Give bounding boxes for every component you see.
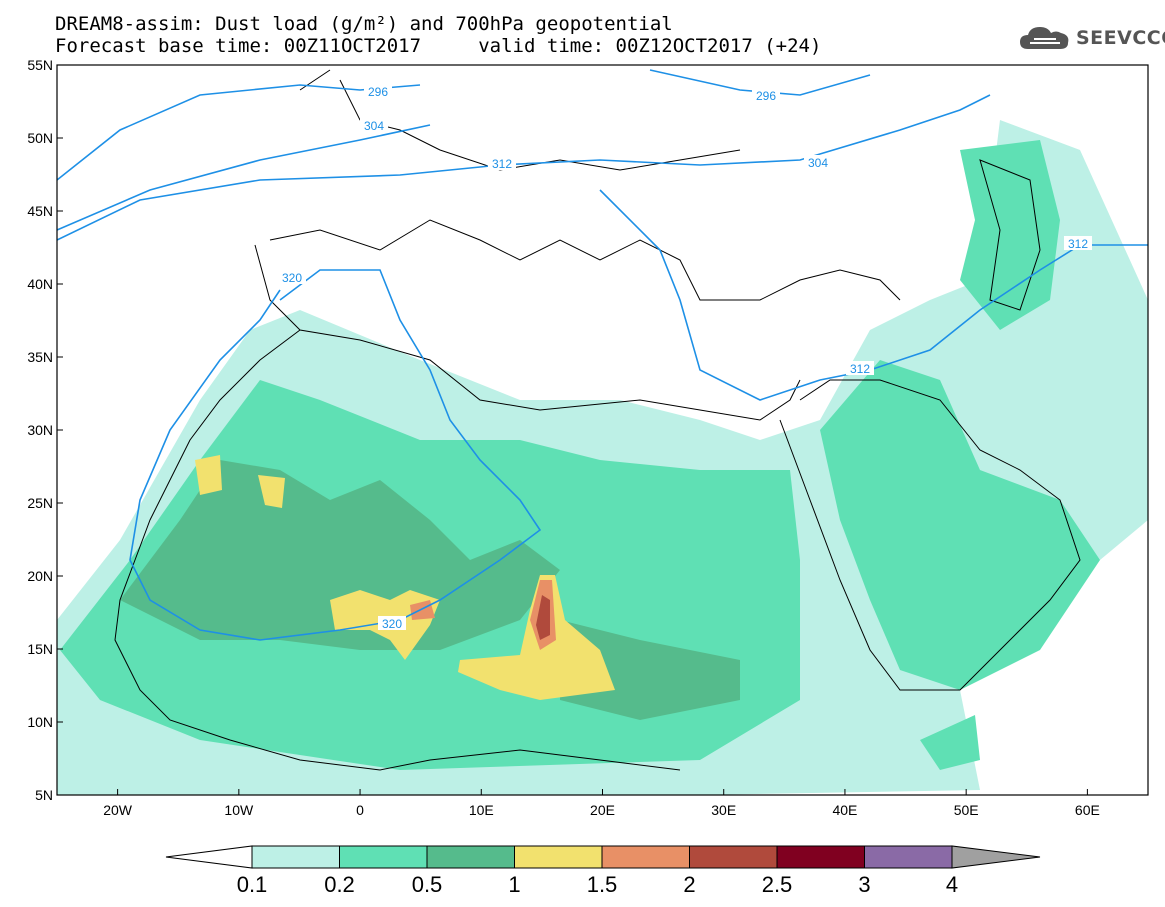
colorbar-swatch (339, 845, 428, 869)
lat-label: 55N (27, 57, 53, 73)
colorbar-label: 3 (858, 872, 870, 897)
lat-label: 25N (27, 495, 53, 511)
svg-text:304: 304 (364, 119, 384, 133)
colorbar-swatch (251, 845, 340, 869)
svg-text:320: 320 (382, 617, 402, 631)
lat-label: 50N (27, 130, 53, 146)
colorbar: 0.1 0.2 0.5 1 1.5 2 2.5 3 4 (165, 845, 1041, 897)
colorbar-right-arrow (951, 845, 1041, 869)
svg-text:296: 296 (368, 85, 388, 99)
contour-label: 304 (360, 118, 388, 133)
dust-band-0-2-caspian (960, 140, 1060, 330)
lon-label: 50E (954, 802, 979, 818)
dust-band-1-west (195, 455, 222, 495)
colorbar-label: 2.5 (762, 872, 793, 897)
contour-label: 320 (278, 270, 306, 285)
dust-band-0-5-east (560, 620, 740, 720)
svg-text:320: 320 (282, 271, 302, 285)
lat-label: 35N (27, 349, 53, 365)
colorbar-swatch (864, 845, 953, 869)
lat-label: 5N (35, 787, 53, 803)
longitude-axis: 20W 10W 0 10E 20E 30E 40E 50E 60E (103, 789, 1100, 818)
colorbar-label: 0.1 (237, 872, 268, 897)
lon-label: 60E (1075, 802, 1100, 818)
lat-label: 40N (27, 276, 53, 292)
colorbar-label: 2 (683, 872, 695, 897)
colorbar-swatch (601, 845, 690, 869)
contour-label: 304 (804, 155, 832, 170)
forecast-time-line: Forecast base time: 00Z11OCT2017 valid t… (55, 35, 822, 57)
dust-band-1-west2 (258, 475, 285, 508)
lat-label: 30N (27, 422, 53, 438)
colorbar-label: 1 (508, 872, 520, 897)
cloud-icon (1020, 27, 1069, 49)
lat-label: 10N (27, 714, 53, 730)
contour-label: 312 (488, 156, 516, 171)
contour-label: 296 (752, 88, 780, 103)
dust-load-field (57, 120, 1148, 795)
dust-band-0-5 (120, 460, 560, 650)
lon-label: 40E (832, 802, 857, 818)
colorbar-label: 0.5 (412, 872, 443, 897)
lon-label: 10W (224, 802, 254, 818)
contour-label: 312 (1064, 236, 1092, 251)
lat-label: 20N (27, 568, 53, 584)
svg-text:296: 296 (756, 89, 776, 103)
contour-label: 296 (364, 84, 392, 99)
contour-labels: 296 304 312 320 296 304 312 312 320 (278, 84, 1092, 631)
colorbar-swatch (689, 845, 778, 869)
colorbar-left-arrow (165, 845, 253, 869)
svg-text:312: 312 (492, 157, 512, 171)
lon-label: 10E (469, 802, 494, 818)
logo-text: SEEVCCC (1076, 27, 1165, 49)
dust-band-0-2-arabia (820, 360, 1100, 690)
svg-text:304: 304 (808, 156, 828, 170)
dust-band-2 (536, 595, 550, 640)
colorbar-swatch (776, 845, 865, 869)
colorbar-label: 4 (946, 872, 958, 897)
colorbar-swatch (514, 845, 603, 869)
lat-label: 45N (27, 203, 53, 219)
svg-text:312: 312 (1068, 237, 1088, 251)
lon-label: 20W (103, 802, 133, 818)
svg-text:312: 312 (850, 362, 870, 376)
contour-label: 312 (846, 361, 874, 376)
latitude-axis: 55N 50N 45N 40N 35N 30N 25N 20N 15N 10N 5N (27, 57, 63, 803)
lat-label: 15N (27, 641, 53, 657)
coastlines (114, 69, 1081, 771)
contour-label: 320 (378, 616, 406, 631)
lon-label: 20E (590, 802, 615, 818)
colorbar-label: 1.5 (587, 872, 618, 897)
colorbar-label: 0.2 (324, 872, 355, 897)
colorbar-swatch (426, 845, 515, 869)
dust-band-0-2-horn (920, 715, 980, 770)
seevccc-logo: SEEVCCC (1018, 22, 1165, 54)
lon-label: 30E (711, 802, 736, 818)
map-title: DREAM8-assim: Dust load (g/m²) and 700hP… (55, 13, 673, 35)
lon-label: 0 (356, 802, 364, 818)
